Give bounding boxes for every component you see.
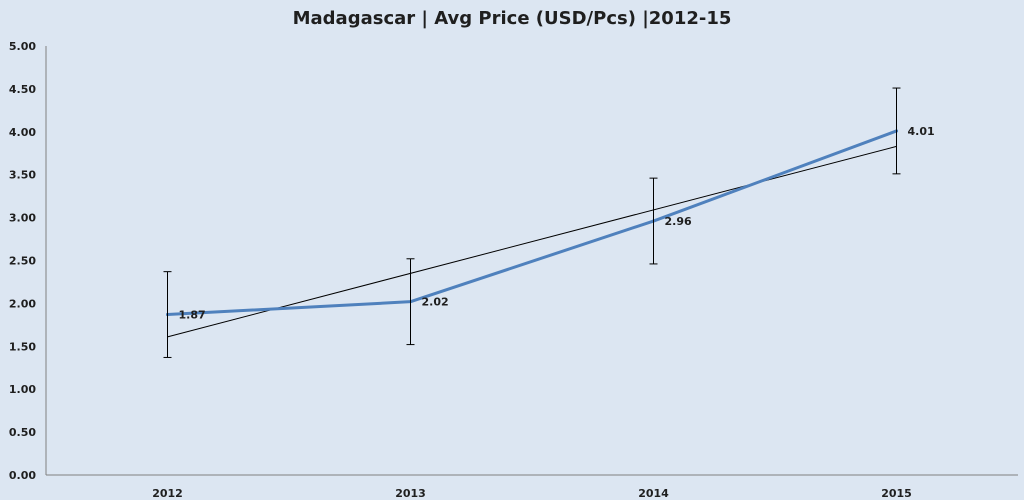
- data-label: 2.96: [665, 215, 692, 228]
- error-bar: [892, 87, 901, 175]
- error-bar: [406, 258, 415, 346]
- y-tick-label: 1.00: [9, 383, 36, 396]
- error-bar: [163, 271, 172, 358]
- y-ticks: 0.00 0.50 1.00 1.50 2.00 2.50 3.00 3.50 4.00 4.50…: [9, 40, 36, 482]
- y-tick-label: 4.50: [9, 83, 36, 96]
- data-labels: 1.87 2.02 2.96 4.01: [179, 125, 935, 322]
- y-tick-label: 3.00: [9, 212, 36, 225]
- y-tick-label: 3.50: [9, 169, 36, 182]
- y-tick-label: 4.00: [9, 126, 36, 139]
- trendline: [167, 145, 897, 338]
- error-bar: [649, 177, 658, 265]
- y-tick-label: 1.50: [9, 340, 36, 353]
- data-label: 2.02: [422, 296, 449, 309]
- y-tick-label: 0.50: [9, 426, 36, 439]
- trendline-layer: [167, 145, 897, 338]
- y-tick-label: 2.00: [9, 297, 36, 310]
- chart-title: Madagascar | Avg Price (USD/Pcs) |2012-1…: [293, 8, 732, 29]
- x-tick-label: 2014: [638, 487, 669, 500]
- series-line: [166, 129, 898, 317]
- y-tick-label: 0.00: [9, 469, 36, 482]
- x-tick-label: 2013: [395, 487, 426, 500]
- series-layer: [166, 129, 898, 317]
- data-label: 1.87: [179, 309, 206, 322]
- x-ticks: 2012 2013 2014 2015: [152, 487, 912, 500]
- data-label: 4.01: [908, 125, 935, 138]
- y-tick-label: 5.00: [9, 40, 36, 53]
- error-bars: [163, 87, 901, 358]
- x-tick-label: 2012: [152, 487, 183, 500]
- x-tick-label: 2015: [881, 487, 912, 500]
- y-tick-label: 2.50: [9, 255, 36, 268]
